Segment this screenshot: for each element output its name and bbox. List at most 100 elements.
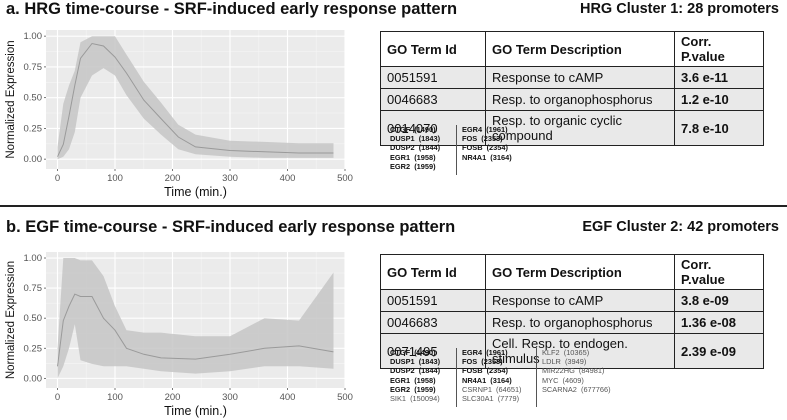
gene-column: EGR4 (1961) FOS (2353) FOSB (2354) NR4A1 (3… — [462, 125, 512, 162]
gene-entry: MYC (4609) — [542, 376, 611, 385]
x-tick-label: 500 — [337, 392, 353, 403]
gene-entry: EGR1 (1958) — [390, 376, 440, 385]
go-term-id-header: GO Term Id — [380, 31, 486, 67]
go-table-row: 0051591 Response to cAMP 3.8 e-09 — [380, 289, 764, 312]
gene-entry: KLF2 (10365) — [542, 348, 611, 357]
gene-id: (64651) — [496, 384, 522, 394]
x-tick-label: 100 — [107, 173, 123, 184]
gene-entry: SIK1 (150094) — [390, 394, 440, 403]
gene-symbol: FOS — [462, 134, 478, 144]
gene-symbol: DUSP2 — [390, 143, 415, 153]
go-term-id-cell: 0046683 — [380, 88, 486, 111]
gene-id: (1958) — [414, 375, 436, 385]
go-term-description-cell: Resp. to organophosphorus — [485, 311, 675, 334]
gene-entry: DUSP2 (1844) — [390, 366, 440, 375]
gene-entry: EGR2 (1959) — [390, 385, 440, 394]
gene-entry: NR4A1 (3164) — [462, 153, 512, 162]
x-tick-label: 100 — [107, 392, 123, 403]
x-tick-label: 500 — [337, 173, 353, 184]
y-tick-label: 0.00 — [24, 154, 43, 165]
go-table-row: 0014070 Resp. to organic cyclic compound… — [380, 110, 764, 146]
gene-entry: DUSP1 (1843) — [390, 357, 440, 366]
gene-entry: EGR4 (1961) — [462, 348, 522, 357]
gene-column-separator — [456, 125, 457, 175]
gene-id: (2354) — [486, 143, 508, 153]
gene-id: (3949) — [564, 357, 587, 367]
panel-b-title: b. EGF time-course - SRF-induced early r… — [6, 218, 456, 236]
gene-symbol: DUSP1 — [390, 357, 415, 367]
gene-symbol: DUSP2 — [390, 366, 415, 376]
gene-symbol: SCARNA2 — [542, 384, 577, 394]
x-tick-label: 0 — [55, 173, 60, 184]
gene-id: (1961) — [486, 348, 508, 357]
gene-symbol: EGR2 — [390, 384, 411, 394]
gene-symbol: EGR2 — [390, 161, 411, 171]
x-tick-label: 200 — [165, 173, 181, 184]
gene-symbol: EGR4 — [462, 125, 483, 134]
gene-entry: SCARNA2 (677766) — [542, 385, 611, 394]
gene-entry: CTGF (1490) — [390, 125, 440, 134]
gene-symbol: MYC — [542, 375, 559, 385]
gene-entry: DUSP2 (1844) — [390, 143, 440, 152]
gene-symbol: FOS — [462, 357, 478, 367]
corr-pvalue-cell: 3.6 e-11 — [674, 66, 764, 89]
y-tick-label: 0.25 — [24, 343, 43, 354]
gene-entry: SLC30A1 (7779) — [462, 394, 522, 403]
panel-b-gene-list: CTGF (1490) DUSP1 (1843) DUSP2 (1844) EGR1 … — [390, 348, 770, 408]
corr-pvalue-cell: 7.8 e-10 — [674, 110, 764, 146]
y-tick-label: 0.75 — [24, 283, 43, 294]
gene-symbol: EGR4 — [462, 348, 483, 357]
gene-id: (2354) — [486, 366, 508, 376]
go-term-description-cell: Response to cAMP — [485, 289, 675, 312]
corr-pvalue-header: Corr. P.value — [674, 254, 764, 290]
gene-id: (1844) — [418, 366, 441, 376]
gene-id: (1961) — [486, 125, 508, 134]
panel-b: b. EGF time-course - SRF-induced early r… — [0, 218, 787, 420]
gene-id: (7779) — [497, 394, 520, 404]
go-term-id-cell: 0051591 — [380, 66, 486, 89]
corr-pvalue-header: Corr. P.value — [674, 31, 764, 67]
gene-column: CTGF (1490) DUSP1 (1843) DUSP2 (1844) EGR1 … — [390, 348, 440, 403]
egf-timecourse-chart: 0.00 0.25 0.50 0.75 1.00 0 100 200 300 400 500 Time… — [5, 252, 353, 418]
gene-entry: EGR2 (1959) — [390, 162, 440, 171]
go-table-row: 0046683 Resp. to organophosphorus 1.36 e… — [380, 311, 764, 334]
go-table-header-row: GO Term Id GO Term Description Corr. P.v… — [380, 31, 764, 67]
gene-entry: MIR22HG (84981) — [542, 366, 611, 375]
gene-entry: EGR4 (1961) — [462, 125, 512, 134]
gene-entry: FOSB (2354) — [462, 143, 512, 152]
go-term-id-cell: 0046683 — [380, 311, 486, 334]
gene-entry: FOS (2353) — [462, 357, 522, 366]
gene-symbol: CSRNP1 — [462, 384, 492, 394]
gene-id: (10365) — [563, 348, 590, 357]
gene-symbol: FOSB — [462, 366, 483, 376]
go-table-row: 0071495 Cell. Resp. to endogen. stimulus… — [380, 333, 764, 369]
gene-column-separator — [536, 348, 537, 408]
gene-entry: FOS (2353) — [462, 134, 512, 143]
gene-column-separator — [456, 348, 457, 408]
x-tick-label: 400 — [280, 173, 296, 184]
mean-expression-line — [57, 42, 334, 157]
confidence-ribbon — [57, 36, 334, 160]
x-axis-title: Time (min.) — [164, 404, 227, 418]
y-tick-label: 0.25 — [24, 123, 43, 134]
panel-a-go-table: GO Term Id GO Term Description Corr. P.v… — [380, 31, 764, 146]
gene-id: (1959) — [414, 161, 436, 171]
panel-a-gene-list: CTGF (1490) DUSP1 (1843) DUSP2 (1844) EGR1 … — [390, 125, 590, 175]
go-table-header-row: GO Term Id GO Term Description Corr. P.v… — [380, 254, 764, 290]
gene-id: (1959) — [414, 384, 436, 394]
gene-symbol: EGR1 — [390, 152, 411, 162]
panel-a: a. HRG time-course - SRF-induced early r… — [0, 0, 787, 205]
gene-symbol: LDLR — [542, 357, 561, 367]
y-axis-title: Normalized Expression — [5, 261, 17, 379]
gene-symbol: EGR1 — [390, 375, 411, 385]
go-term-id-cell: 0071495 — [380, 333, 486, 369]
go-term-description-header: GO Term Description — [485, 31, 675, 67]
gene-id: (2353) — [481, 357, 503, 367]
gene-id: (1958) — [414, 152, 436, 162]
gene-column: KLF2 (10365) LDLR (3949) MIR22HG (84981) MY… — [542, 348, 611, 394]
gene-entry: CSRNP1 (64651) — [462, 385, 522, 394]
x-tick-label: 300 — [222, 392, 238, 403]
y-tick-label: 0.50 — [24, 93, 43, 104]
panel-b-cluster-title: EGF Cluster 2: 42 promoters — [582, 219, 779, 235]
go-term-description-cell: Resp. to organic cyclic compound — [485, 110, 675, 146]
